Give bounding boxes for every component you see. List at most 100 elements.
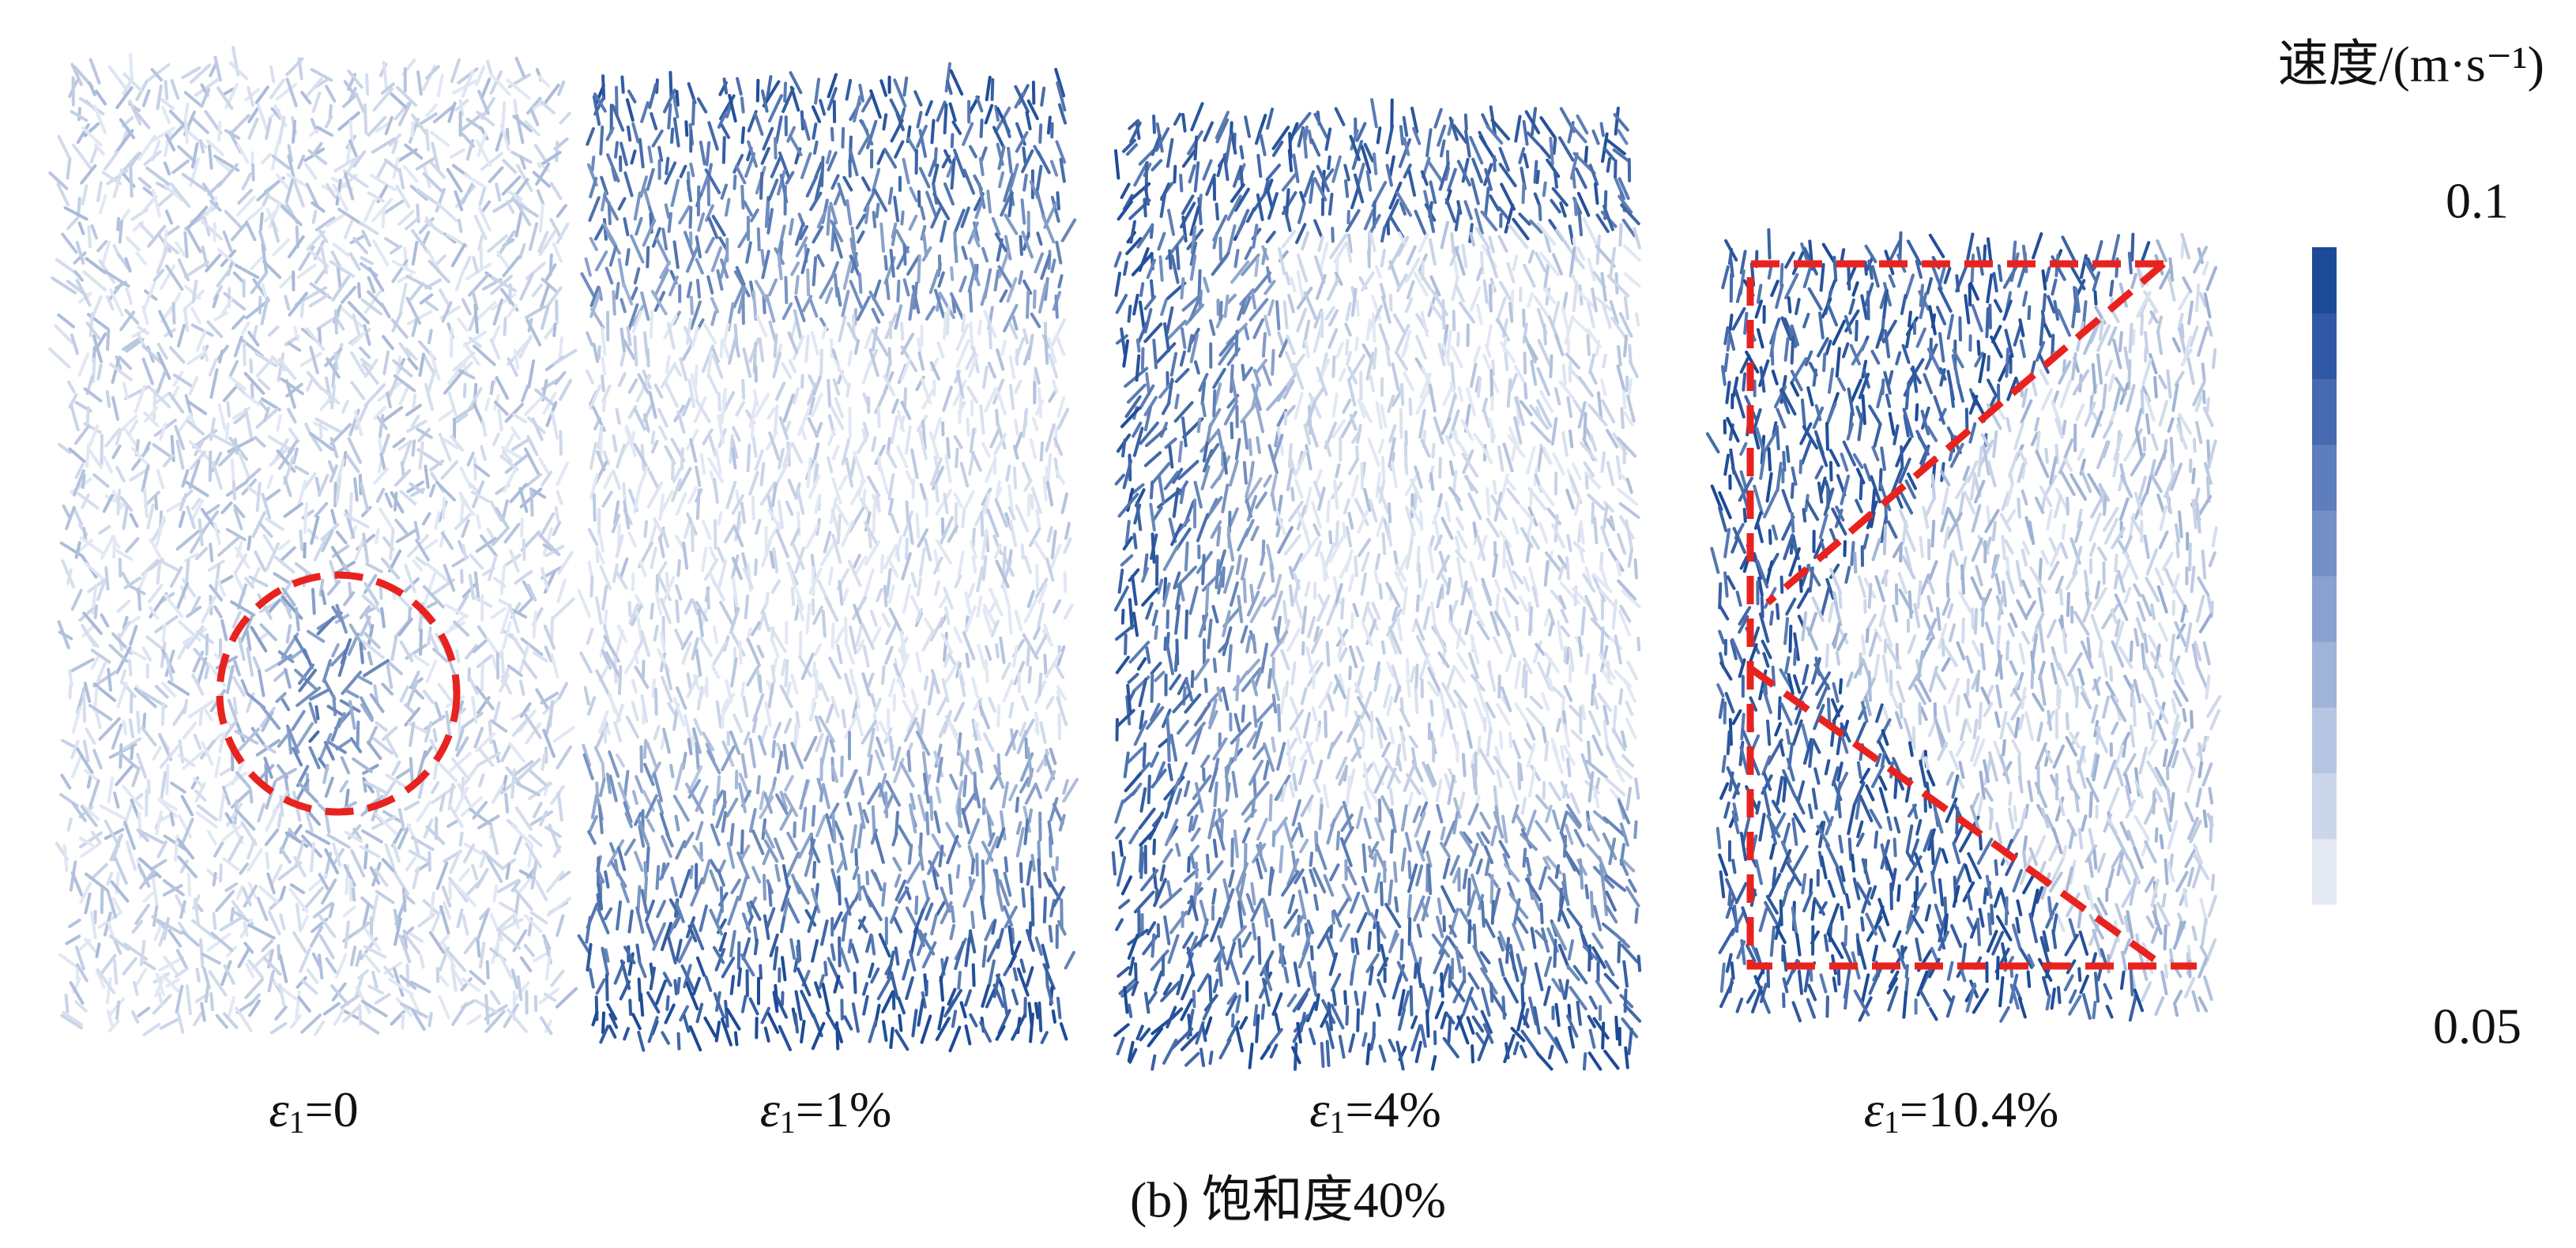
flow-arrow [557,80,566,96]
flow-arrow [1019,862,1023,884]
flow-arrow [1248,438,1252,457]
flow-arrow [1583,412,1587,439]
flow-arrow [736,77,743,96]
flow-arrow [116,681,128,709]
flow-arrow [1539,116,1557,139]
flow-arrow [577,588,592,618]
flow-arrow [763,828,775,849]
flow-arrow [686,179,693,202]
flow-arrow [660,362,677,389]
flow-arrow [1040,86,1046,107]
flow-arrow [904,425,912,455]
flow-arrow [974,784,981,809]
flow-arrow [495,506,510,530]
flow-arrow [706,275,714,295]
flow-arrow [373,684,379,705]
flow-arrow [965,652,970,668]
flow-arrow [1312,323,1324,353]
flow-arrow [717,414,725,444]
flow-arrow [122,382,130,400]
flow-arrow [1296,286,1313,310]
flow-arrow [319,398,331,412]
flow-arrow [1385,124,1395,155]
flow-arrow [796,945,800,964]
flow-arrow [668,70,673,99]
flow-arrow [360,999,388,1018]
flow-arrow [496,230,516,257]
flow-arrow [122,957,137,975]
flow-arrow [518,869,537,881]
flow-arrow [810,887,821,914]
flow-arrow [170,79,180,100]
flow-arrow [1034,711,1040,736]
flow-arrow [987,832,996,848]
flow-arrow [586,369,594,385]
flow-arrow [1215,111,1230,140]
flow-arrow [1329,233,1348,260]
flow-arrow [1626,394,1636,423]
flow-arrow [326,357,341,379]
flow-arrow [851,596,868,621]
flow-arrow [868,348,879,378]
flow-arrow [735,164,747,185]
flow-arrow [112,168,124,198]
flow-arrow [81,184,89,206]
flow-arrow [492,884,499,903]
flow-arrow [359,346,371,359]
flow-arrow [905,906,918,928]
flow-arrow [129,166,134,198]
flow-arrow [179,900,186,919]
flow-arrow [168,346,186,364]
flow-arrow [277,115,286,145]
flow-arrow [1019,235,1023,257]
flow-arrow [894,1028,910,1051]
flow-arrow [1026,643,1031,667]
flow-arrow [773,721,782,739]
flow-arrow [233,504,246,519]
flow-arrow [456,908,464,929]
flow-arrow [1388,424,1397,443]
flow-arrow [754,392,770,418]
flow-arrow [935,1017,951,1042]
flow-arrow [623,216,630,237]
flow-arrow [236,143,250,164]
flow-arrow [174,967,189,979]
flow-arrow [743,200,753,217]
flow-arrow [116,600,131,613]
flow-arrow [409,487,426,498]
flow-arrow [295,902,303,932]
flow-arrow [349,737,363,754]
flow-arrow [1488,235,1496,254]
flow-arrow [360,256,374,265]
flow-arrow [325,85,337,103]
flow-arrow [288,427,300,443]
flow-arrow [1507,434,1526,458]
flow-arrow [213,55,222,82]
flow-arrow [1000,662,1011,680]
flow-arrow [966,417,970,438]
flow-arrow [841,709,847,728]
flow-arrow [834,359,850,388]
flow-arrow [1005,464,1011,482]
flow-arrow [507,303,518,318]
flow-arrow [191,280,198,304]
flow-arrow [220,87,235,97]
flow-arrow [867,532,873,549]
flow-arrow [1569,123,1587,144]
flow-arrow [159,1017,179,1030]
flow-arrow [812,256,818,287]
flow-arrow [736,941,741,970]
flow-arrow [165,264,184,291]
flow-arrow [118,558,122,578]
flow-arrow [514,199,532,227]
flow-arrow [273,668,288,682]
flow-arrow [164,133,176,152]
flow-arrow [876,148,886,165]
flow-arrow [836,859,845,874]
flow-arrow [767,94,783,123]
flow-arrow [1338,367,1346,382]
flow-arrow [204,709,213,722]
flow-arrow [908,803,917,834]
flow-arrow [640,291,650,321]
flow-arrow [984,492,991,515]
